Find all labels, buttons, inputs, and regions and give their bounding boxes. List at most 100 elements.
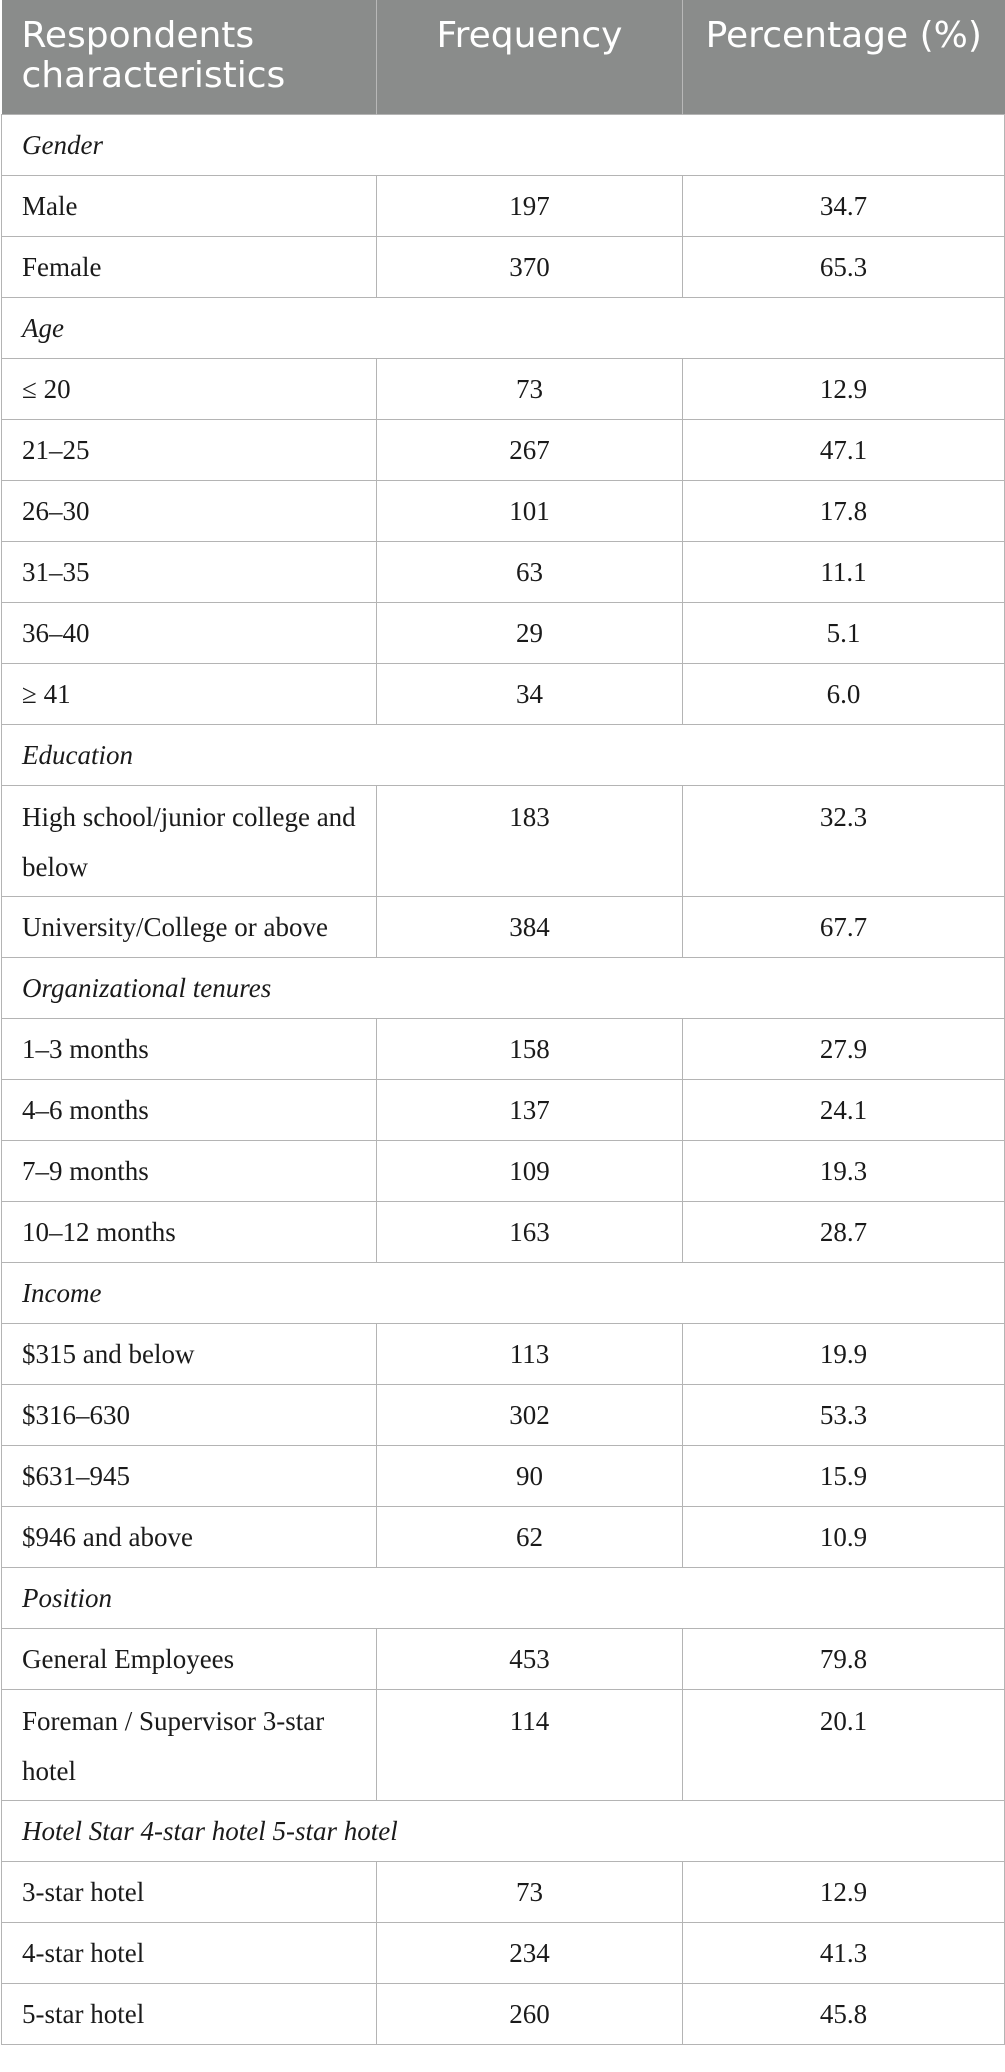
frequency-cell: 109 [376,1139,683,1202]
section-label: Age [1,296,1005,359]
frequency-cell: 453 [376,1627,683,1690]
row-label: $315 and below [1,1322,377,1385]
section-label: Gender [1,113,1005,176]
table-body: Gender Male 197 34.7 Female 370 65.3 Age ≤ 20 73 1… [1,113,1005,2045]
row-label: $631–945 [1,1444,377,1507]
frequency-cell: 158 [376,1017,683,1080]
percentage-cell: 47.1 [682,418,1005,481]
table-row: 21–25 267 47.1 [1,418,1005,481]
row-label: 4–6 months [1,1078,377,1141]
section-row: Income [1,1261,1005,1324]
table-row: 26–30 101 17.8 [1,479,1005,542]
frequency-cell: 197 [376,174,683,237]
frequency-cell: 34 [376,662,683,725]
table-row: High school/junior college and below 183 3… [1,784,1005,897]
table-header: Respondents characteristics Frequency Pe… [1,0,1005,114]
table-row: 1–3 months 158 27.9 [1,1017,1005,1080]
frequency-cell: 267 [376,418,683,481]
section-row: Age [1,296,1005,359]
row-label: ≤ 20 [1,357,377,420]
row-label: 26–30 [1,479,377,542]
percentage-cell: 67.7 [682,895,1005,958]
table-row: ≥ 41 34 6.0 [1,662,1005,725]
percentage-cell: 10.9 [682,1505,1005,1568]
row-label: 21–25 [1,418,377,481]
header-percentage: Percentage (%) [682,0,1005,114]
percentage-cell: 28.7 [682,1200,1005,1263]
table-row: 36–40 29 5.1 [1,601,1005,664]
table-row: ≤ 20 73 12.9 [1,357,1005,420]
row-label: 7–9 months [1,1139,377,1202]
section-row: Position [1,1566,1005,1629]
percentage-cell: 24.1 [682,1078,1005,1141]
row-label: 31–35 [1,540,377,603]
table-row: 3-star hotel 73 12.9 [1,1860,1005,1923]
table-row: 4–6 months 137 24.1 [1,1078,1005,1141]
frequency-cell: 137 [376,1078,683,1141]
row-label: Female [1,235,377,298]
frequency-cell: 370 [376,235,683,298]
percentage-cell: 27.9 [682,1017,1005,1080]
section-label: Organizational tenures [1,956,1005,1019]
table-row: $315 and below 113 19.9 [1,1322,1005,1385]
header-row: Respondents characteristics Frequency Pe… [1,0,1005,114]
table-row: Male 197 34.7 [1,174,1005,237]
frequency-cell: 73 [376,1860,683,1923]
section-label: Position [1,1566,1005,1629]
row-label: Foreman / Supervisor 3-star hotel [1,1688,377,1801]
row-label: $316–630 [1,1383,377,1446]
section-label: Income [1,1261,1005,1324]
frequency-cell: 114 [376,1688,683,1801]
frequency-cell: 260 [376,1982,683,2045]
table-row: University/College or above 384 67.7 [1,895,1005,958]
percentage-cell: 11.1 [682,540,1005,603]
row-label: 5-star hotel [1,1982,377,2045]
header-respondents-characteristics: Respondents characteristics [1,0,377,114]
percentage-cell: 65.3 [682,235,1005,298]
percentage-cell: 6.0 [682,662,1005,725]
row-label: 10–12 months [1,1200,377,1263]
percentage-cell: 79.8 [682,1627,1005,1690]
section-row: Gender [1,113,1005,176]
percentage-cell: 32.3 [682,784,1005,897]
frequency-cell: 90 [376,1444,683,1507]
percentage-cell: 20.1 [682,1688,1005,1801]
percentage-cell: 19.9 [682,1322,1005,1385]
frequency-cell: 234 [376,1921,683,1984]
percentage-cell: 34.7 [682,174,1005,237]
section-row: Organizational tenures [1,956,1005,1019]
row-label: 4-star hotel [1,1921,377,1984]
section-row: Education [1,723,1005,786]
table-row: $631–945 90 15.9 [1,1444,1005,1507]
frequency-cell: 62 [376,1505,683,1568]
percentage-cell: 41.3 [682,1921,1005,1984]
row-label: High school/junior college and below [1,784,377,897]
percentage-cell: 45.8 [682,1982,1005,2045]
frequency-cell: 101 [376,479,683,542]
header-frequency: Frequency [376,0,683,114]
frequency-cell: 302 [376,1383,683,1446]
row-label: $946 and above [1,1505,377,1568]
row-label: 36–40 [1,601,377,664]
row-label: 3-star hotel [1,1860,377,1923]
row-label: Male [1,174,377,237]
table-row: 31–35 63 11.1 [1,540,1005,603]
table-row: $316–630 302 53.3 [1,1383,1005,1446]
percentage-cell: 12.9 [682,1860,1005,1923]
table-row: 4-star hotel 234 41.3 [1,1921,1005,1984]
frequency-cell: 183 [376,784,683,897]
frequency-cell: 63 [376,540,683,603]
row-label: ≥ 41 [1,662,377,725]
percentage-cell: 53.3 [682,1383,1005,1446]
percentage-cell: 17.8 [682,479,1005,542]
table-row: $946 and above 62 10.9 [1,1505,1005,1568]
table-row: 10–12 months 163 28.7 [1,1200,1005,1263]
table-row: 5-star hotel 260 45.8 [1,1982,1005,2045]
frequency-cell: 113 [376,1322,683,1385]
section-label: Hotel Star 4-star hotel 5-star hotel [1,1799,1005,1862]
percentage-cell: 19.3 [682,1139,1005,1202]
percentage-cell: 15.9 [682,1444,1005,1507]
section-row: Hotel Star 4-star hotel 5-star hotel [1,1799,1005,1862]
percentage-cell: 5.1 [682,601,1005,664]
